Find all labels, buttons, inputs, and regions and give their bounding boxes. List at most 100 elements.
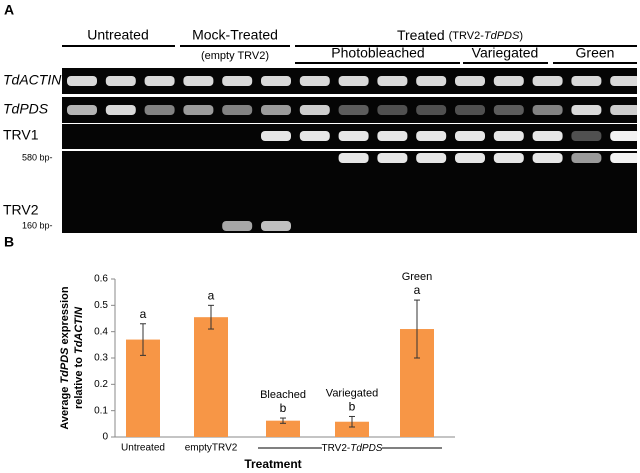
panel-label: B (4, 234, 14, 250)
gel-band (455, 153, 485, 163)
gel-band (610, 105, 640, 115)
gel-band (261, 105, 291, 115)
gel-band (261, 131, 291, 141)
group-label: Mock-Treated (192, 27, 278, 43)
gel-band (67, 76, 97, 86)
row-label: TdACTIN (3, 72, 62, 88)
gel-band (532, 153, 563, 163)
gel-band (338, 131, 369, 141)
gel-band (183, 105, 214, 115)
y-tick-label: 0.4 (94, 326, 108, 337)
gel-band (610, 76, 640, 86)
significance-letter: a (140, 307, 147, 321)
gel-band (105, 105, 136, 115)
text-part: (TRV2- (449, 30, 485, 42)
gel-band (532, 76, 563, 86)
gel-band (532, 105, 563, 115)
gel-band (532, 131, 563, 141)
y-tick-label: 0.1 (94, 405, 108, 416)
significance-letter: b (280, 401, 287, 415)
gel-band (144, 105, 175, 115)
gel-band (222, 76, 253, 86)
gel-band (455, 131, 485, 141)
x-tick-label: emptyTRV2 (185, 443, 238, 454)
y-tick-label: 0.2 (94, 379, 108, 390)
gel-band (377, 76, 408, 86)
row-label: TRV2 (3, 202, 39, 218)
text-part: Treated (397, 27, 449, 43)
row-label: TdPDS (3, 101, 49, 117)
gel-band (416, 76, 447, 86)
group-note: (empty TRV2) (201, 50, 269, 62)
gel-band (299, 131, 330, 141)
marker-label: 160 bp- (22, 220, 53, 230)
gel-band (377, 131, 408, 141)
bar-note: Bleached (260, 389, 306, 401)
bar (335, 421, 369, 437)
gel-band (610, 131, 640, 141)
gel-band (105, 76, 136, 86)
text-part: expression (59, 286, 71, 347)
y-tick-label: 0.6 (94, 274, 108, 285)
bar-note: Green (402, 271, 433, 283)
gel-band (338, 76, 369, 86)
gel-band (416, 105, 447, 115)
text-part: TdPDS (484, 30, 520, 42)
panel-label: A (4, 2, 14, 18)
gel-band (222, 221, 253, 231)
text-part: TdACTIN (73, 306, 85, 354)
gel-band (222, 105, 253, 115)
gel-band (299, 76, 330, 86)
subgroup-label: Photobleached (331, 45, 424, 61)
gel-band (377, 105, 408, 115)
x-tick-label: Untreated (121, 443, 165, 454)
text-part: ) (519, 30, 523, 42)
subgroup-label: Green (576, 45, 615, 61)
marker-label: 580 bp- (22, 152, 53, 162)
text-part: TdPDS (350, 443, 383, 454)
gel-band (183, 76, 214, 86)
gel-band (571, 105, 602, 115)
gel-band (493, 76, 524, 86)
gel-strip (62, 151, 637, 233)
gel-band (571, 76, 602, 86)
gel-band (261, 221, 291, 231)
gel-band (416, 153, 447, 163)
gel-band (455, 105, 485, 115)
y-tick-label: 0 (102, 432, 108, 443)
y-tick-label: 0.3 (94, 353, 108, 364)
text-part: TdPDS (59, 347, 71, 384)
bar (194, 317, 228, 437)
text-part: relative to (73, 354, 85, 409)
x-axis-label: Treatment (244, 457, 301, 471)
gel-band (493, 131, 524, 141)
gel-band (493, 153, 524, 163)
gel-band (261, 76, 291, 86)
gel-band (610, 153, 640, 163)
gel-band (67, 105, 97, 115)
row-label: TRV1 (3, 127, 39, 143)
text-part: Average (59, 384, 71, 430)
gel-band (571, 131, 602, 141)
subgroup-label: Variegated (472, 45, 539, 61)
significance-letter: a (208, 289, 215, 303)
gel-band (144, 76, 175, 86)
group-label: Treated (TRV2-TdPDS) (397, 27, 523, 43)
gel-band (338, 105, 369, 115)
bar (266, 420, 300, 437)
label-bg (0, 151, 62, 233)
group-label: TRV2-TdPDS (322, 443, 383, 454)
significance-letter: a (414, 283, 421, 297)
gel-band (571, 153, 602, 163)
gel-band (299, 105, 330, 115)
gel-band (455, 76, 485, 86)
bar-note: Variegated (326, 387, 378, 399)
y-axis-label: Average TdPDS expressionrelative to TdAC… (59, 286, 85, 430)
gel-band (416, 131, 447, 141)
gel-band (493, 105, 524, 115)
gel-band (377, 153, 408, 163)
y-tick-label: 0.5 (94, 300, 108, 311)
significance-letter: b (349, 400, 356, 414)
text-part: TRV2- (322, 443, 351, 454)
